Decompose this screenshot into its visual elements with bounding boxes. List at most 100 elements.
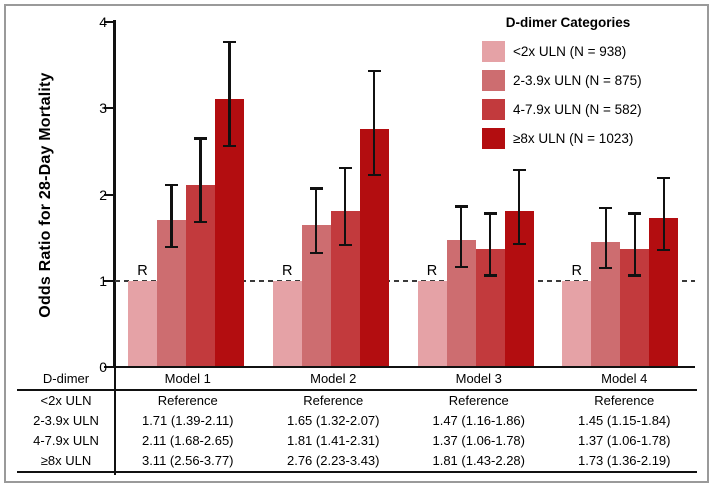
y-axis-tick [104, 366, 113, 368]
error-bar [315, 188, 318, 254]
y-axis-tick-label: 3 [99, 100, 107, 117]
error-bar-cap [338, 244, 352, 247]
legend-item: <2x ULN (N = 938) [482, 41, 654, 62]
legend-swatch [482, 99, 505, 120]
table-cell: 1.45 (1.15-1.84) [577, 413, 671, 428]
error-bar [199, 138, 202, 223]
error-bar-cap [309, 187, 323, 190]
legend: D-dimer Categories <2x ULN (N = 938) 2-3.… [482, 15, 654, 157]
x-axis-line [113, 365, 695, 368]
error-bar-cap [454, 205, 468, 208]
error-bar-cap [165, 246, 178, 249]
y-axis-tick-label: 2 [99, 186, 107, 203]
error-bar [459, 206, 463, 267]
figure-border [4, 4, 709, 483]
error-bar-cap [657, 248, 671, 251]
table-cell: 1.81 (1.41-2.31) [286, 433, 380, 448]
error-bar [228, 41, 231, 147]
error-bar [662, 178, 665, 250]
legend-item-label: 4-7.9x ULN (N = 582) [513, 102, 642, 117]
reference-line [115, 280, 695, 282]
table-row-label: <2x ULN [40, 393, 92, 408]
table-cell: 1.71 (1.39-2.11) [141, 413, 234, 428]
error-bar-cap [599, 266, 613, 269]
table-cell: Reference [303, 393, 364, 408]
y-axis-tick [104, 21, 113, 23]
results-table: D-dimer Model 1 Model 2 Model 3 Model 4 <2x … [17, 368, 697, 475]
error-bar-cap [165, 183, 178, 187]
y-axis-tick-label: 0 [99, 359, 107, 375]
error-bar-cap [454, 265, 468, 269]
table-cell: 1.47 (1.16-1.86) [432, 413, 525, 428]
table-cell: 1.37 (1.06-1.78) [577, 433, 671, 448]
table-cell: 3.11 (2.56-3.77) [141, 453, 234, 468]
error-bar [604, 208, 607, 268]
bar [417, 280, 447, 367]
table-header-cell: Model 1 [164, 371, 211, 386]
error-bar-cap [338, 166, 352, 169]
y-axis-line [113, 20, 116, 368]
table-row-label: 2-3.9x ULN [33, 413, 99, 428]
table-header-cell: Model 4 [601, 371, 648, 386]
table-cell: Reference [594, 393, 655, 408]
table-cell: 1.65 (1.32-2.07) [286, 413, 380, 428]
table-cell: 1.37 (1.06-1.78) [432, 433, 525, 448]
error-bar-cap [599, 207, 613, 210]
error-bar [517, 170, 521, 244]
y-axis-tick-label: 4 [99, 14, 107, 30]
reference-marker: R [137, 262, 148, 279]
legend-item-label: 2-3.9x ULN (N = 875) [513, 73, 642, 88]
legend-swatch [482, 70, 505, 91]
reference-marker: R [426, 262, 438, 279]
error-bar-cap [628, 212, 642, 215]
table-cell: 1.81 (1.43-2.28) [432, 453, 525, 468]
table-header-grid: D-dimer Model 1 Model 2 Model 3 Model 4 [17, 368, 697, 389]
table-corner-label: D-dimer [42, 371, 90, 386]
table-body: <2x ULN Reference Reference Reference Refere… [17, 389, 697, 473]
error-bar-cap [367, 70, 381, 73]
legend-swatch [482, 41, 505, 62]
error-bar-cap [483, 274, 497, 277]
error-bar [488, 213, 492, 276]
error-bar-cap [628, 274, 642, 277]
table-header-cell: Model 2 [310, 371, 357, 386]
table-header-row: D-dimer Model 1 Model 2 Model 3 Model 4 [17, 368, 697, 389]
error-bar-cap [512, 169, 526, 172]
table-cell: Reference [448, 393, 509, 408]
error-bar-cap [194, 221, 207, 224]
error-bar-cap [483, 212, 497, 215]
legend-item: 2-3.9x ULN (N = 875) [482, 70, 654, 91]
legend-item-label: <2x ULN (N = 938) [513, 44, 627, 59]
bar [272, 280, 302, 367]
y-axis-tick [104, 107, 113, 110]
error-bar-cap [657, 177, 671, 180]
error-bar [344, 167, 347, 246]
table-row: 2-3.9x ULN 1.71 (1.39-2.11) 1.65 (1.32-2.0… [17, 411, 697, 431]
table-row: <2x ULN Reference Reference Reference Refere… [17, 391, 697, 411]
bar [562, 280, 592, 367]
error-bar [373, 71, 376, 175]
table-row-label: 4-7.9x ULN [33, 433, 99, 448]
error-bar-cap [512, 242, 526, 245]
table-row: 4-7.9x ULN 2.11 (1.68-2.65) 1.81 (1.41-2.3… [17, 431, 697, 451]
table-header-cell: Model 3 [455, 371, 502, 386]
error-bar-cap [309, 252, 323, 255]
table-cell: 2.76 (2.23-3.43) [286, 453, 380, 468]
table-cell: Reference [157, 393, 218, 408]
legend-items: <2x ULN (N = 938) 2-3.9x ULN (N = 875) 4-7… [482, 41, 654, 149]
bar [128, 280, 157, 367]
error-bar-cap [367, 173, 381, 176]
table-row-label: ≥8x ULN [40, 453, 92, 468]
y-axis-tick [104, 193, 113, 196]
error-bar [633, 213, 636, 276]
y-axis-tick-label: 1 [99, 272, 107, 289]
reference-marker: R [282, 262, 293, 279]
legend-item-label: ≥8x ULN (N = 1023) [513, 131, 634, 146]
legend-item: 4-7.9x ULN (N = 582) [482, 99, 654, 120]
table-cell: 2.11 (1.68-2.65) [141, 433, 234, 448]
legend-title: D-dimer Categories [505, 15, 631, 30]
error-bar-cap [223, 40, 236, 43]
column-divider [114, 368, 116, 475]
